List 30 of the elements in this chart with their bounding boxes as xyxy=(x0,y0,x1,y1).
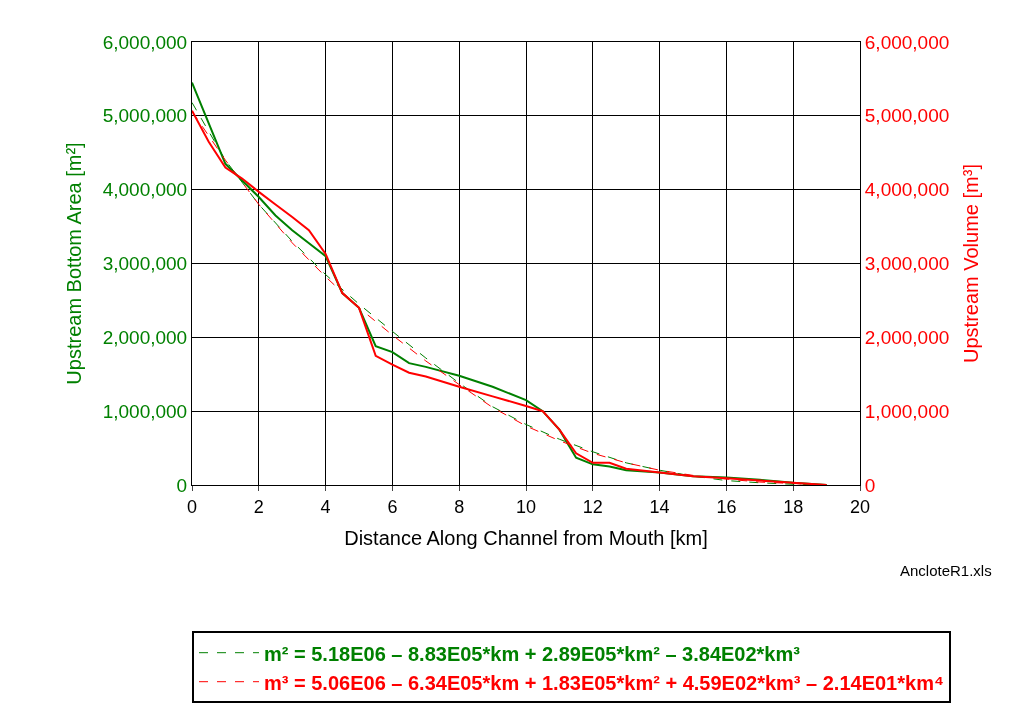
y-tick-label: 4,000,000 xyxy=(102,179,188,201)
legend-label: m² = 5.18E06 – 8.83E05*km + 2.89E05*km² – 3.84E02*km³ xyxy=(264,642,801,665)
y2-tick-label: 0 xyxy=(864,474,876,496)
legend-label: m³ = 5.06E06 – 6.34E05*km + 1.83E05*km² + 4.59E02*km³ – 2.14E01*km⁴ xyxy=(264,671,944,694)
y-tick-label: 3,000,000 xyxy=(102,253,188,275)
text: AncloteR1.xls xyxy=(900,562,992,579)
y2-tick-label: 2,000,000 xyxy=(864,326,950,348)
x-tick-label: 20 xyxy=(849,496,871,517)
y-axis-title: Upstream Bottom Area [m²] xyxy=(63,142,86,385)
x-tick-label: 12 xyxy=(582,496,603,517)
y-tick-label: 6,000,000 xyxy=(102,31,188,53)
y2-tick-label: 5,000,000 xyxy=(864,105,950,127)
y2-tick-label: 4,000,000 xyxy=(864,179,950,201)
x-tick-label: 8 xyxy=(454,496,465,517)
y2-axis-title: Upstream Volume [m³] xyxy=(959,164,982,363)
y2-tick-label: 1,000,000 xyxy=(864,400,950,422)
y-tick-label: 1,000,000 xyxy=(102,400,188,422)
x-axis-title: Distance Along Channel from Mouth [km] xyxy=(344,527,708,550)
y2-tick-label: 6,000,000 xyxy=(864,31,950,53)
y-tick-label: 5,000,000 xyxy=(102,105,188,127)
y2-tick-label: 3,000,000 xyxy=(864,253,950,275)
x-tick-label: 6 xyxy=(387,496,398,517)
x-tick-label: 16 xyxy=(716,496,737,517)
x-tick-label: 4 xyxy=(320,496,331,517)
y-tick-label: 2,000,000 xyxy=(102,326,188,348)
x-tick-label: 14 xyxy=(649,496,670,517)
x-tick-label: 10 xyxy=(515,496,537,517)
y-tick-label: 0 xyxy=(176,474,188,496)
x-tick-label: 2 xyxy=(253,496,264,517)
x-tick-label: 18 xyxy=(783,496,804,517)
